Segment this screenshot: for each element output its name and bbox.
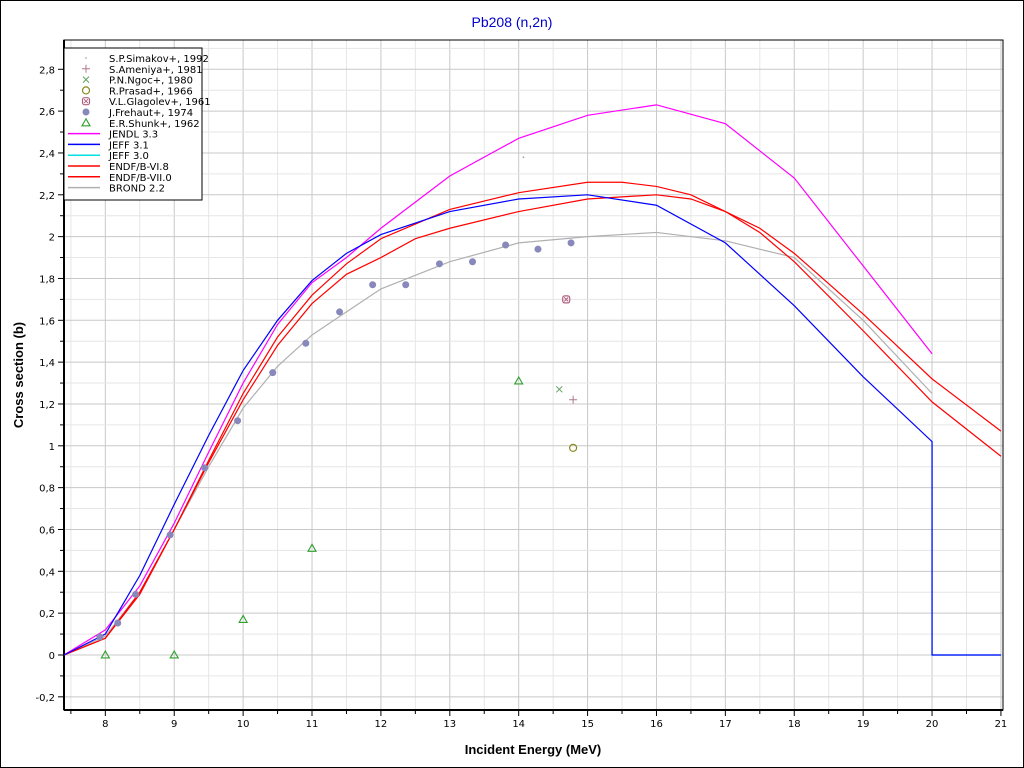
x-tick-label: 9: [171, 719, 177, 730]
y-tick-label: 0,8: [39, 484, 55, 495]
scatter-series-e-r-shunk-1962: [100, 375, 524, 659]
data-point-filled: [234, 417, 242, 425]
y-tick-label: 2: [49, 233, 55, 244]
legend-label: E.R.Shunk+, 1962: [109, 119, 200, 130]
data-point-x: [82, 76, 90, 83]
series-line-brond-2-2: [64, 231, 933, 656]
scatter-series-v-l-glagolev-1961: [562, 295, 571, 304]
y-tick-label: 2,8: [39, 65, 55, 76]
legend-box: [63, 47, 203, 201]
data-point-triangle: [169, 649, 180, 659]
legend-label: P.N.Ngoc+, 1980: [109, 76, 193, 87]
scatter-series-j-frehaut-1974: [96, 239, 575, 641]
x-tick-label: 12: [375, 719, 388, 730]
series-line-jeff-3-1: [64, 194, 1001, 656]
legend-label: R.Prasad+, 1966: [109, 86, 193, 97]
data-point-x: [555, 385, 563, 393]
series-line-endf-b-vii-0: [64, 181, 1002, 656]
scatter-series-p-n-ngoc-1980: [555, 385, 563, 393]
x-tick-label: 15: [581, 719, 594, 730]
y-tick-label: 0,4: [39, 567, 55, 578]
legend-label: ENDF/B-VI.8: [109, 162, 169, 173]
data-point-circle: [81, 86, 91, 95]
x-tick-label: 19: [857, 719, 870, 730]
y-tick-label: 1: [49, 442, 55, 453]
x-tick-label: 8: [102, 719, 108, 730]
legend-label: ENDF/B-VII.0: [109, 173, 172, 184]
data-point-cross: [563, 297, 569, 302]
y-tick-label: 0,6: [39, 525, 55, 536]
x-tick-label: 10: [237, 719, 250, 730]
scatter-series-s-p-simakov-1992: [522, 156, 525, 158]
data-point-filled: [502, 241, 510, 249]
x-tick-label: 17: [719, 719, 732, 730]
y-tick-label: 0,2: [39, 609, 55, 620]
data-point-dot: [522, 156, 525, 158]
data-point-triangle: [100, 649, 111, 659]
y-tick-label: 1,4: [39, 358, 55, 369]
y-tick-label: -0,2: [35, 693, 55, 704]
scatter-series-r-prasad-1966: [569, 443, 578, 452]
data-point-filled: [166, 531, 174, 539]
data-point-dot: [85, 57, 87, 59]
data-point-square: [562, 295, 571, 304]
chart-title: Pb208 (n,2n): [472, 14, 553, 30]
data-point-filled: [469, 258, 477, 266]
y-tick-label: 1,8: [39, 274, 55, 285]
data-point-circle: [569, 443, 578, 452]
data-point-triangle: [81, 117, 91, 127]
x-tick-label: 13: [443, 719, 456, 730]
y-tick-label: 2,6: [39, 107, 55, 118]
data-point-filled: [369, 281, 377, 289]
data-point-square: [81, 97, 91, 106]
y-tick-label: 0: [49, 651, 55, 662]
y-tick-label: 2,2: [39, 191, 55, 202]
data-point-plus: [82, 64, 90, 73]
y-tick-label: 1,6: [39, 316, 55, 327]
data-point-filled: [269, 369, 277, 377]
legend-label: S.P.Simakov+, 1992: [109, 54, 209, 65]
x-tick-label: 20: [926, 719, 939, 730]
data-point-filled: [402, 281, 410, 289]
data-point-plus: [569, 395, 578, 404]
x-axis-label: Incident Energy (MeV): [465, 742, 602, 757]
data-point-filled: [567, 239, 575, 247]
data-point-filled: [534, 245, 542, 253]
data-point-triangle: [307, 543, 317, 552]
y-tick-label: 2,4: [39, 149, 55, 160]
data-point-filled: [201, 464, 209, 472]
y-axis-label: Cross section (b): [11, 322, 26, 428]
data-point-triangle: [238, 614, 249, 623]
scatter-series-s-ameniya-1981: [569, 395, 578, 404]
data-point-cross: [83, 98, 89, 104]
x-tick-label: 11: [306, 719, 319, 730]
legend-label: JEFF 3.1: [108, 140, 149, 151]
legend-label: S.Ameniya+, 1981: [109, 65, 203, 76]
x-tick-label: 18: [788, 719, 801, 730]
x-tick-label: 16: [650, 719, 663, 730]
y-tick-label: 1,2: [39, 400, 55, 411]
data-point-filled: [114, 619, 122, 627]
legend-label: V.L.Glagolev+, 1961: [109, 97, 211, 108]
data-point-filled: [132, 590, 140, 598]
legend-label: J.Frehaut+, 1974: [108, 108, 193, 119]
data-point-filled: [82, 108, 90, 116]
legend-label: BROND 2.2: [109, 184, 165, 195]
legend-label: JEFF 3.0: [108, 151, 149, 162]
x-tick-label: 14: [512, 719, 525, 730]
legend-label: JENDL 3.3: [108, 130, 158, 141]
data-point-filled: [435, 260, 443, 268]
x-tick-label: 21: [995, 719, 1008, 730]
data-point-triangle: [513, 375, 524, 385]
data-point-filled: [96, 633, 104, 641]
data-point-filled: [302, 339, 310, 347]
data-point-filled: [336, 308, 344, 316]
